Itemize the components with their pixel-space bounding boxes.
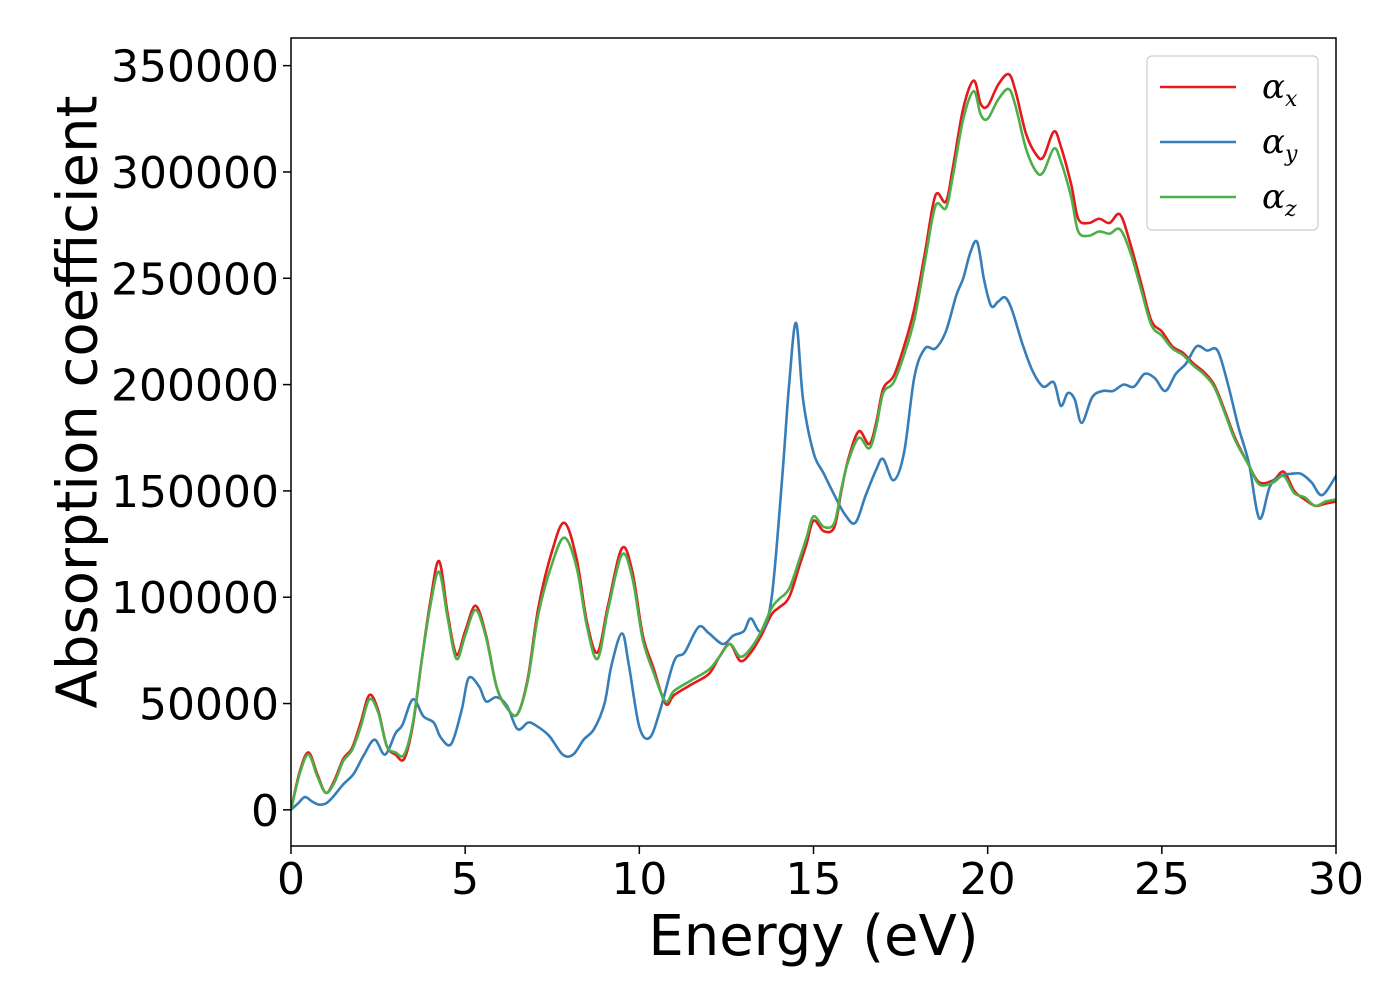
x-tick-label: 10 bbox=[611, 854, 667, 905]
series-line-alpha-x bbox=[291, 72, 1336, 812]
series-line-alpha-y bbox=[291, 239, 1336, 812]
series-line-alpha-z bbox=[291, 87, 1336, 812]
legend-label-alpha-y: αy bbox=[1262, 122, 1298, 167]
y-tick-label: 200000 bbox=[111, 361, 279, 412]
legend: αx αy αz bbox=[1146, 55, 1319, 231]
y-axis-label: Absorption coefficient bbox=[46, 96, 111, 709]
y-tick-label: 100000 bbox=[111, 573, 279, 624]
series-layer bbox=[291, 72, 1336, 812]
x-axis-label: Energy (eV) bbox=[648, 904, 978, 969]
y-tick-label: 350000 bbox=[111, 42, 279, 93]
x-axis-ticks: 0 5 10 15 20 25 30 bbox=[277, 846, 1364, 905]
y-tick-label: 300000 bbox=[111, 148, 279, 199]
x-tick-label: 20 bbox=[960, 854, 1016, 905]
x-tick-label: 30 bbox=[1308, 854, 1364, 905]
y-tick-label: 150000 bbox=[111, 467, 279, 518]
y-tick-label: 0 bbox=[251, 786, 279, 837]
x-tick-label: 15 bbox=[786, 854, 842, 905]
legend-label-alpha-x: αx bbox=[1262, 67, 1298, 112]
x-tick-label: 0 bbox=[277, 854, 305, 905]
y-axis-ticks: 0 50000 100000 150000 200000 250000 300000 3500… bbox=[111, 42, 291, 837]
x-tick-label: 25 bbox=[1134, 854, 1190, 905]
x-tick-label: 5 bbox=[451, 854, 479, 905]
legend-label-alpha-z: αz bbox=[1262, 177, 1297, 222]
y-tick-label: 250000 bbox=[111, 254, 279, 305]
y-tick-label: 50000 bbox=[139, 680, 279, 731]
